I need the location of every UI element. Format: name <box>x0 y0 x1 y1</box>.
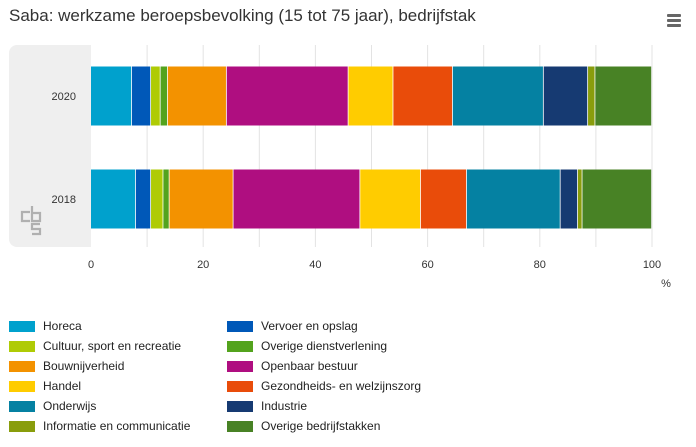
bar-segment[interactable] <box>577 169 582 229</box>
chart-title: Saba: werkzame beroepsbevolking (15 tot … <box>9 6 476 25</box>
legend-swatch <box>9 421 35 432</box>
bar-segment[interactable] <box>588 66 595 126</box>
bar-segment[interactable] <box>226 66 348 126</box>
legend-swatch <box>9 321 35 332</box>
legend-label: Overige dienstverlening <box>261 339 388 353</box>
bar-segment[interactable] <box>360 169 421 229</box>
legend-swatch <box>227 421 253 432</box>
x-tick-label: 80 <box>534 259 546 271</box>
bar-segment[interactable] <box>420 169 467 229</box>
bar-segment[interactable] <box>169 169 233 229</box>
x-tick-label: 0 <box>88 259 94 271</box>
hamburger-menu-icon[interactable] <box>667 14 681 28</box>
bar-segment[interactable] <box>91 66 132 126</box>
bar-segment[interactable] <box>163 169 169 229</box>
bar-segment[interactable] <box>466 169 560 229</box>
bar-segment[interactable] <box>582 169 652 229</box>
cbs-logo-icon <box>20 206 42 236</box>
category-label: 2018 <box>52 194 76 206</box>
legend-label: Cultuur, sport en recreatie <box>43 339 182 353</box>
bar-segment[interactable] <box>595 66 652 126</box>
bar-segment[interactable] <box>543 66 588 126</box>
bar-segment[interactable] <box>151 66 160 126</box>
category-panel-fill <box>60 45 91 247</box>
legend-swatch <box>227 321 253 332</box>
legend-swatch <box>227 341 253 352</box>
bar-segment[interactable] <box>393 66 453 126</box>
legend-swatch <box>227 401 253 412</box>
legend-label: Industrie <box>261 399 308 413</box>
x-tick-label: 60 <box>421 259 433 271</box>
bar-segment[interactable] <box>560 169 578 229</box>
bar-segment[interactable] <box>91 169 136 229</box>
x-tick-label: 40 <box>309 259 321 271</box>
legend-label: Openbaar bestuur <box>261 359 358 373</box>
category-label: 2020 <box>52 91 76 103</box>
legend-label: Onderwijs <box>43 399 97 413</box>
x-tick-label: 100 <box>643 259 661 271</box>
legend-label: Horeca <box>43 319 82 333</box>
bar-segment[interactable] <box>151 169 163 229</box>
legend-label: Overige bedrijfstakken <box>261 419 381 433</box>
bar-segment[interactable] <box>233 169 360 229</box>
bar-segment[interactable] <box>348 66 393 126</box>
bar-segment[interactable] <box>135 169 151 229</box>
legend-swatch <box>9 401 35 412</box>
legend-label: Handel <box>43 379 82 393</box>
bar-segment[interactable] <box>131 66 151 126</box>
bar-segment[interactable] <box>452 66 543 126</box>
legend-swatch <box>227 381 253 392</box>
x-tick-label: 20 <box>197 259 209 271</box>
legend-label: Gezondheids- en welzijnszorg <box>261 379 422 393</box>
legend-swatch <box>227 361 253 372</box>
legend-label: Vervoer en opslag <box>261 319 358 333</box>
bar-segment[interactable] <box>167 66 226 126</box>
legend-label: Informatie en communicatie <box>43 419 191 433</box>
bar-segment[interactable] <box>160 66 168 126</box>
legend-swatch <box>9 381 35 392</box>
legend-swatch <box>9 361 35 372</box>
legend-label: Bouwnijverheid <box>43 359 125 373</box>
legend-swatch <box>9 341 35 352</box>
x-unit-label: % <box>661 278 671 290</box>
